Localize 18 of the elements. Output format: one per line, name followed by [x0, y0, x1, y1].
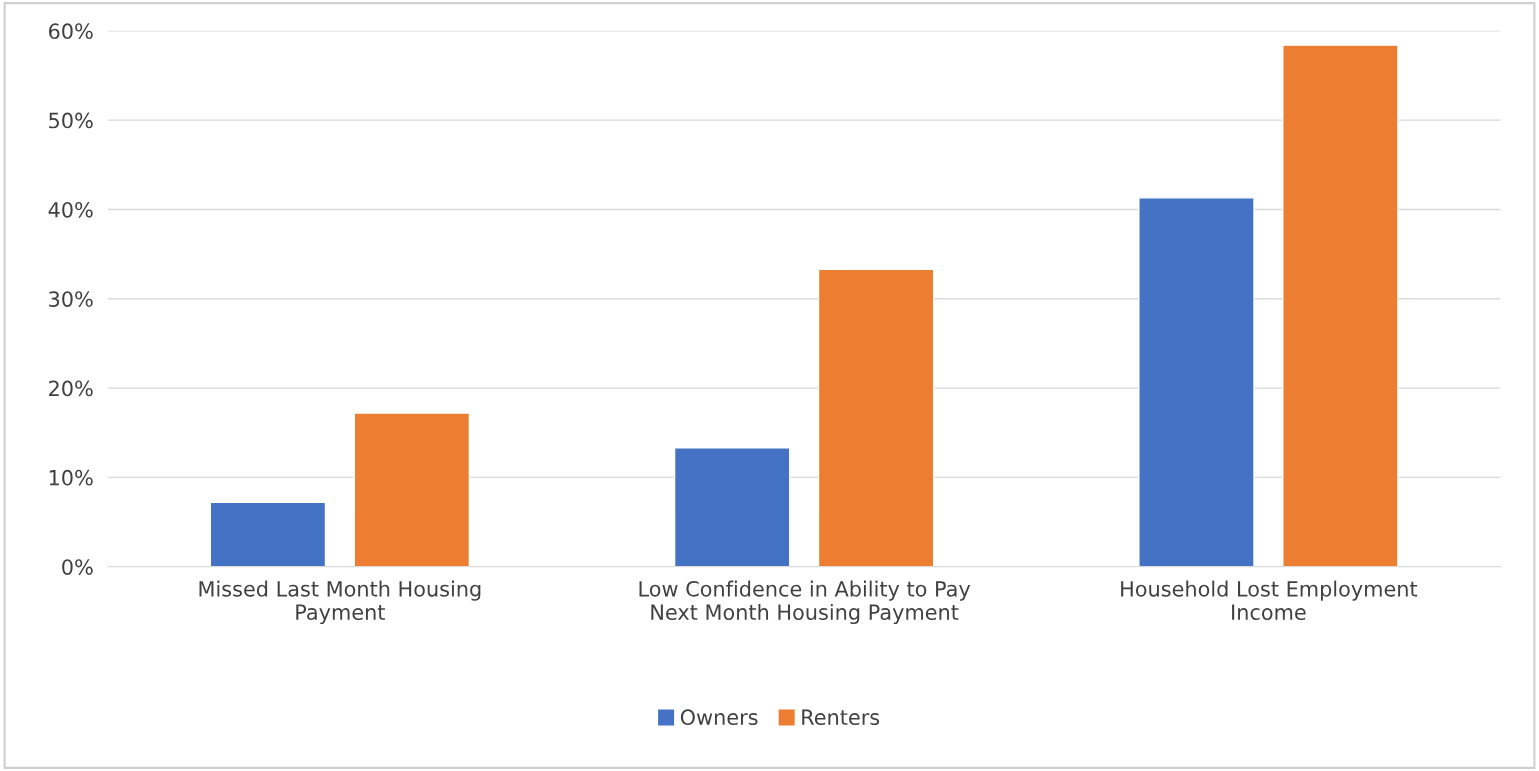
x-tick-label: Low Confidence in Ability to Pay Next Month Housing Payment — [639, 580, 971, 625]
y-tick-label: 60% — [48, 23, 93, 40]
bar — [209, 501, 327, 567]
bar — [1282, 44, 1399, 567]
y-tick-label: 10% — [49, 469, 93, 486]
y-tick-label: 50% — [49, 112, 93, 129]
bar — [353, 412, 471, 567]
bar — [673, 447, 791, 567]
y-tick-label: 0% — [62, 559, 93, 575]
x-tick-label: Missed Last Month Housing Payment — [199, 580, 481, 625]
bar — [1138, 197, 1255, 567]
legend-label: Renters — [802, 709, 880, 726]
bar — [817, 268, 935, 567]
y-tick-label: 30% — [49, 291, 93, 307]
y-tick-label: 20% — [49, 380, 93, 397]
y-tick-label: 40% — [48, 201, 93, 218]
legend-label: Owners — [680, 709, 758, 726]
x-tick-label: Household Lost Employment Income — [1121, 580, 1418, 621]
